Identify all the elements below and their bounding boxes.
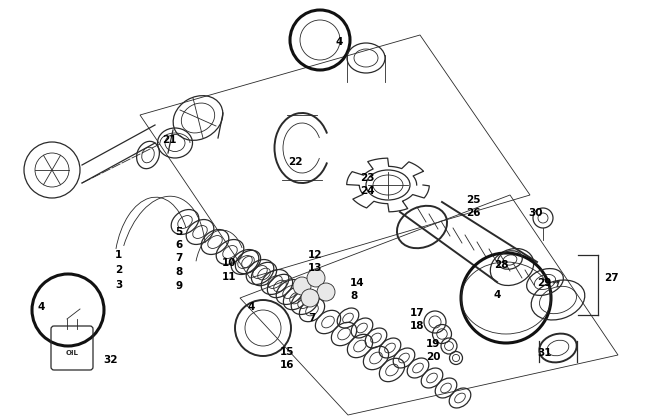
Text: 18: 18 — [410, 321, 424, 331]
Text: 27: 27 — [604, 273, 619, 283]
Text: 7: 7 — [308, 313, 315, 323]
Text: 5: 5 — [175, 227, 182, 237]
Text: 20: 20 — [426, 352, 441, 362]
Text: 24: 24 — [360, 186, 374, 196]
Text: 4: 4 — [248, 302, 255, 312]
Text: 32: 32 — [103, 355, 118, 365]
Text: 3: 3 — [115, 280, 122, 290]
Text: 9: 9 — [175, 281, 182, 291]
Text: 4: 4 — [38, 302, 46, 312]
Circle shape — [301, 289, 319, 307]
Text: 23: 23 — [360, 173, 374, 183]
Circle shape — [317, 283, 335, 301]
Text: 22: 22 — [288, 157, 302, 167]
Text: 21: 21 — [162, 135, 177, 145]
Text: 6: 6 — [175, 240, 182, 250]
Text: 12: 12 — [308, 250, 322, 260]
Text: 16: 16 — [280, 360, 294, 370]
Text: 31: 31 — [537, 348, 551, 358]
Text: 10: 10 — [222, 258, 237, 268]
Circle shape — [307, 269, 325, 287]
Text: 1: 1 — [115, 250, 122, 260]
Text: 13: 13 — [308, 263, 322, 273]
Text: 29: 29 — [537, 278, 551, 288]
Text: 4: 4 — [335, 37, 343, 47]
Circle shape — [293, 277, 311, 295]
Text: 25: 25 — [466, 195, 480, 205]
Text: 2: 2 — [115, 265, 122, 275]
Text: 17: 17 — [410, 308, 424, 318]
Text: 15: 15 — [280, 347, 294, 357]
Text: 30: 30 — [528, 208, 543, 218]
Text: 19: 19 — [426, 339, 441, 349]
Text: 28: 28 — [494, 260, 508, 270]
Text: 8: 8 — [175, 267, 182, 277]
Text: 11: 11 — [222, 272, 237, 282]
Text: 14: 14 — [350, 278, 365, 288]
Text: 7: 7 — [175, 253, 183, 263]
Text: 4: 4 — [494, 290, 501, 300]
Text: OIL: OIL — [66, 350, 79, 356]
Text: 26: 26 — [466, 208, 480, 218]
Text: 8: 8 — [350, 291, 358, 301]
